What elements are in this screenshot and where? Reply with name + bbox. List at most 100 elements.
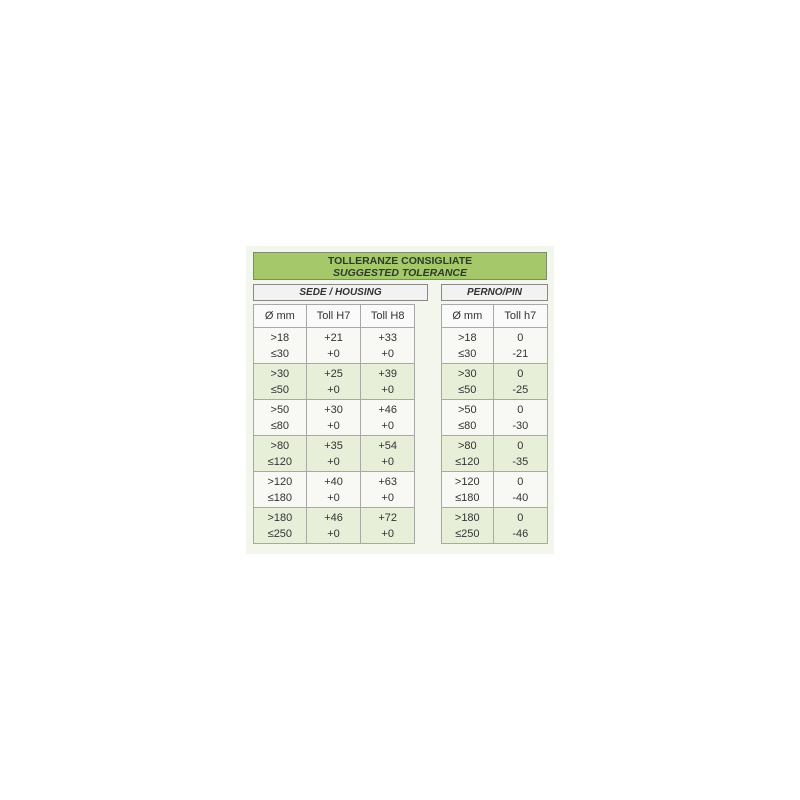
cell-value: -46 [512,527,529,540]
cell-value: ≤50 [458,383,477,396]
cell-value: ≤180 [455,491,480,504]
cell-value: +35 [324,439,343,452]
table-cell: >18 ≤30 [441,327,494,364]
cell-value: +63 [378,475,397,488]
table-cell: >180 ≤250 [441,507,494,544]
pin-table: Ø mm Toll h7 >18 ≤30 0 -21 >30 ≤50 0 -25 >50 ≤80 0… [441,304,549,544]
table-row: >80 ≤120 0 -35 [441,435,549,472]
table-cell: >180 ≤250 [253,507,307,544]
table-cell: +46 +0 [360,399,415,436]
cell-value: >120 [454,475,480,488]
cell-value: +25 [324,367,343,380]
title-english: SUGGESTED TOLERANCE [333,267,467,279]
cell-value: >120 [267,475,293,488]
table-cell: +72 +0 [360,507,415,544]
cell-value: -35 [512,455,529,468]
table-cell: +35 +0 [305,435,362,472]
table-cell: +54 +0 [360,435,415,472]
cell-value: +40 [324,475,343,488]
cell-value: +0 [327,455,340,468]
cell-value: 0 [517,511,524,524]
table-cell: >80 ≤120 [441,435,494,472]
cell-value: ≤80 [458,419,477,432]
cell-value: >50 [270,403,290,416]
table-row: >120 ≤180 +40 +0 +63 +0 [253,471,415,508]
cell-value: +39 [378,367,397,380]
cell-value: >80 [457,439,477,452]
cell-value: 0 [517,367,524,380]
table-cell: >18 ≤30 [253,327,307,364]
cell-value: ≤250 [267,527,293,540]
table-title: TOLLERANZE CONSIGLIATE SUGGESTED TOLERAN… [253,252,547,280]
header-row: Ø mm Toll H7 Toll H8 [253,304,415,328]
table-row: >80 ≤120 +35 +0 +54 +0 [253,435,415,472]
cell-value: ≤250 [455,527,480,540]
table-row: >18 ≤30 0 -21 [441,327,549,364]
table-row: >30 ≤50 +25 +0 +39 +0 [253,363,415,400]
cell-value: +0 [381,419,394,432]
table-cell: +33 +0 [360,327,415,364]
table-cell: +40 +0 [305,471,362,508]
cell-value: +54 [378,439,397,452]
table-cell: +21 +0 [305,327,362,364]
cell-value: -21 [512,347,529,360]
cell-value: 0 [517,475,524,488]
cell-value: ≤50 [270,383,289,396]
cell-value: ≤120 [267,455,293,468]
table-cell: +30 +0 [305,399,362,436]
cell-value: 0 [517,403,524,416]
cell-value: +0 [381,383,394,396]
table-row: >50 ≤80 0 -30 [441,399,549,436]
cell-value: -40 [512,491,529,504]
cell-value: +21 [324,331,343,344]
cell-value: >30 [270,367,290,380]
cell-value: +0 [381,491,394,504]
cell-value: >30 [457,367,477,380]
cell-value: ≤30 [270,347,289,360]
cell-value: +33 [378,331,397,344]
table-cell: +46 +0 [305,507,362,544]
table-cell: >120 ≤180 [253,471,307,508]
cell-value: 0 [517,439,524,452]
table-cell: +25 +0 [305,363,362,400]
table-cell: 0 -35 [492,435,549,472]
cell-value: -25 [512,383,529,396]
cell-value: 0 [517,331,524,344]
pin-header: PERNO/PIN [441,284,548,301]
cell-value: >18 [457,331,477,344]
table-row: >120 ≤180 0 -40 [441,471,549,508]
table-cell: >120 ≤180 [441,471,494,508]
table-cell: 0 -30 [492,399,549,436]
table-cell: 0 -46 [492,507,549,544]
table-row: >180 ≤250 +46 +0 +72 +0 [253,507,415,544]
cell-value: +0 [327,491,340,504]
cell-value: +46 [324,511,343,524]
table-cell: >50 ≤80 [253,399,307,436]
table-row: >30 ≤50 0 -25 [441,363,549,400]
col-header: Ø mm [441,304,494,328]
cell-value: ≤180 [267,491,293,504]
cell-value: +0 [327,347,340,360]
cell-value: +72 [378,511,397,524]
cell-value: +0 [381,455,394,468]
header-row: Ø mm Toll h7 [441,304,549,328]
cell-value: ≤30 [458,347,477,360]
table-cell: +39 +0 [360,363,415,400]
table-cell: >50 ≤80 [441,399,494,436]
title-italian: TOLLERANZE CONSIGLIATE [327,255,473,267]
table-cell: 0 -25 [492,363,549,400]
cell-value: -30 [512,419,529,432]
cell-value: +0 [381,347,394,360]
col-header: Toll h7 [492,304,549,328]
cell-value: +0 [381,527,394,540]
table-row: >180 ≤250 0 -46 [441,507,549,544]
col-header: Toll H7 [305,304,362,328]
table-cell: 0 -40 [492,471,549,508]
cell-value: >50 [457,403,477,416]
table-cell: 0 -21 [492,327,549,364]
cell-value: +0 [327,527,340,540]
table-cell: >30 ≤50 [253,363,307,400]
cell-value: >180 [454,511,480,524]
cell-value: ≤120 [455,455,480,468]
table-cell: +63 +0 [360,471,415,508]
